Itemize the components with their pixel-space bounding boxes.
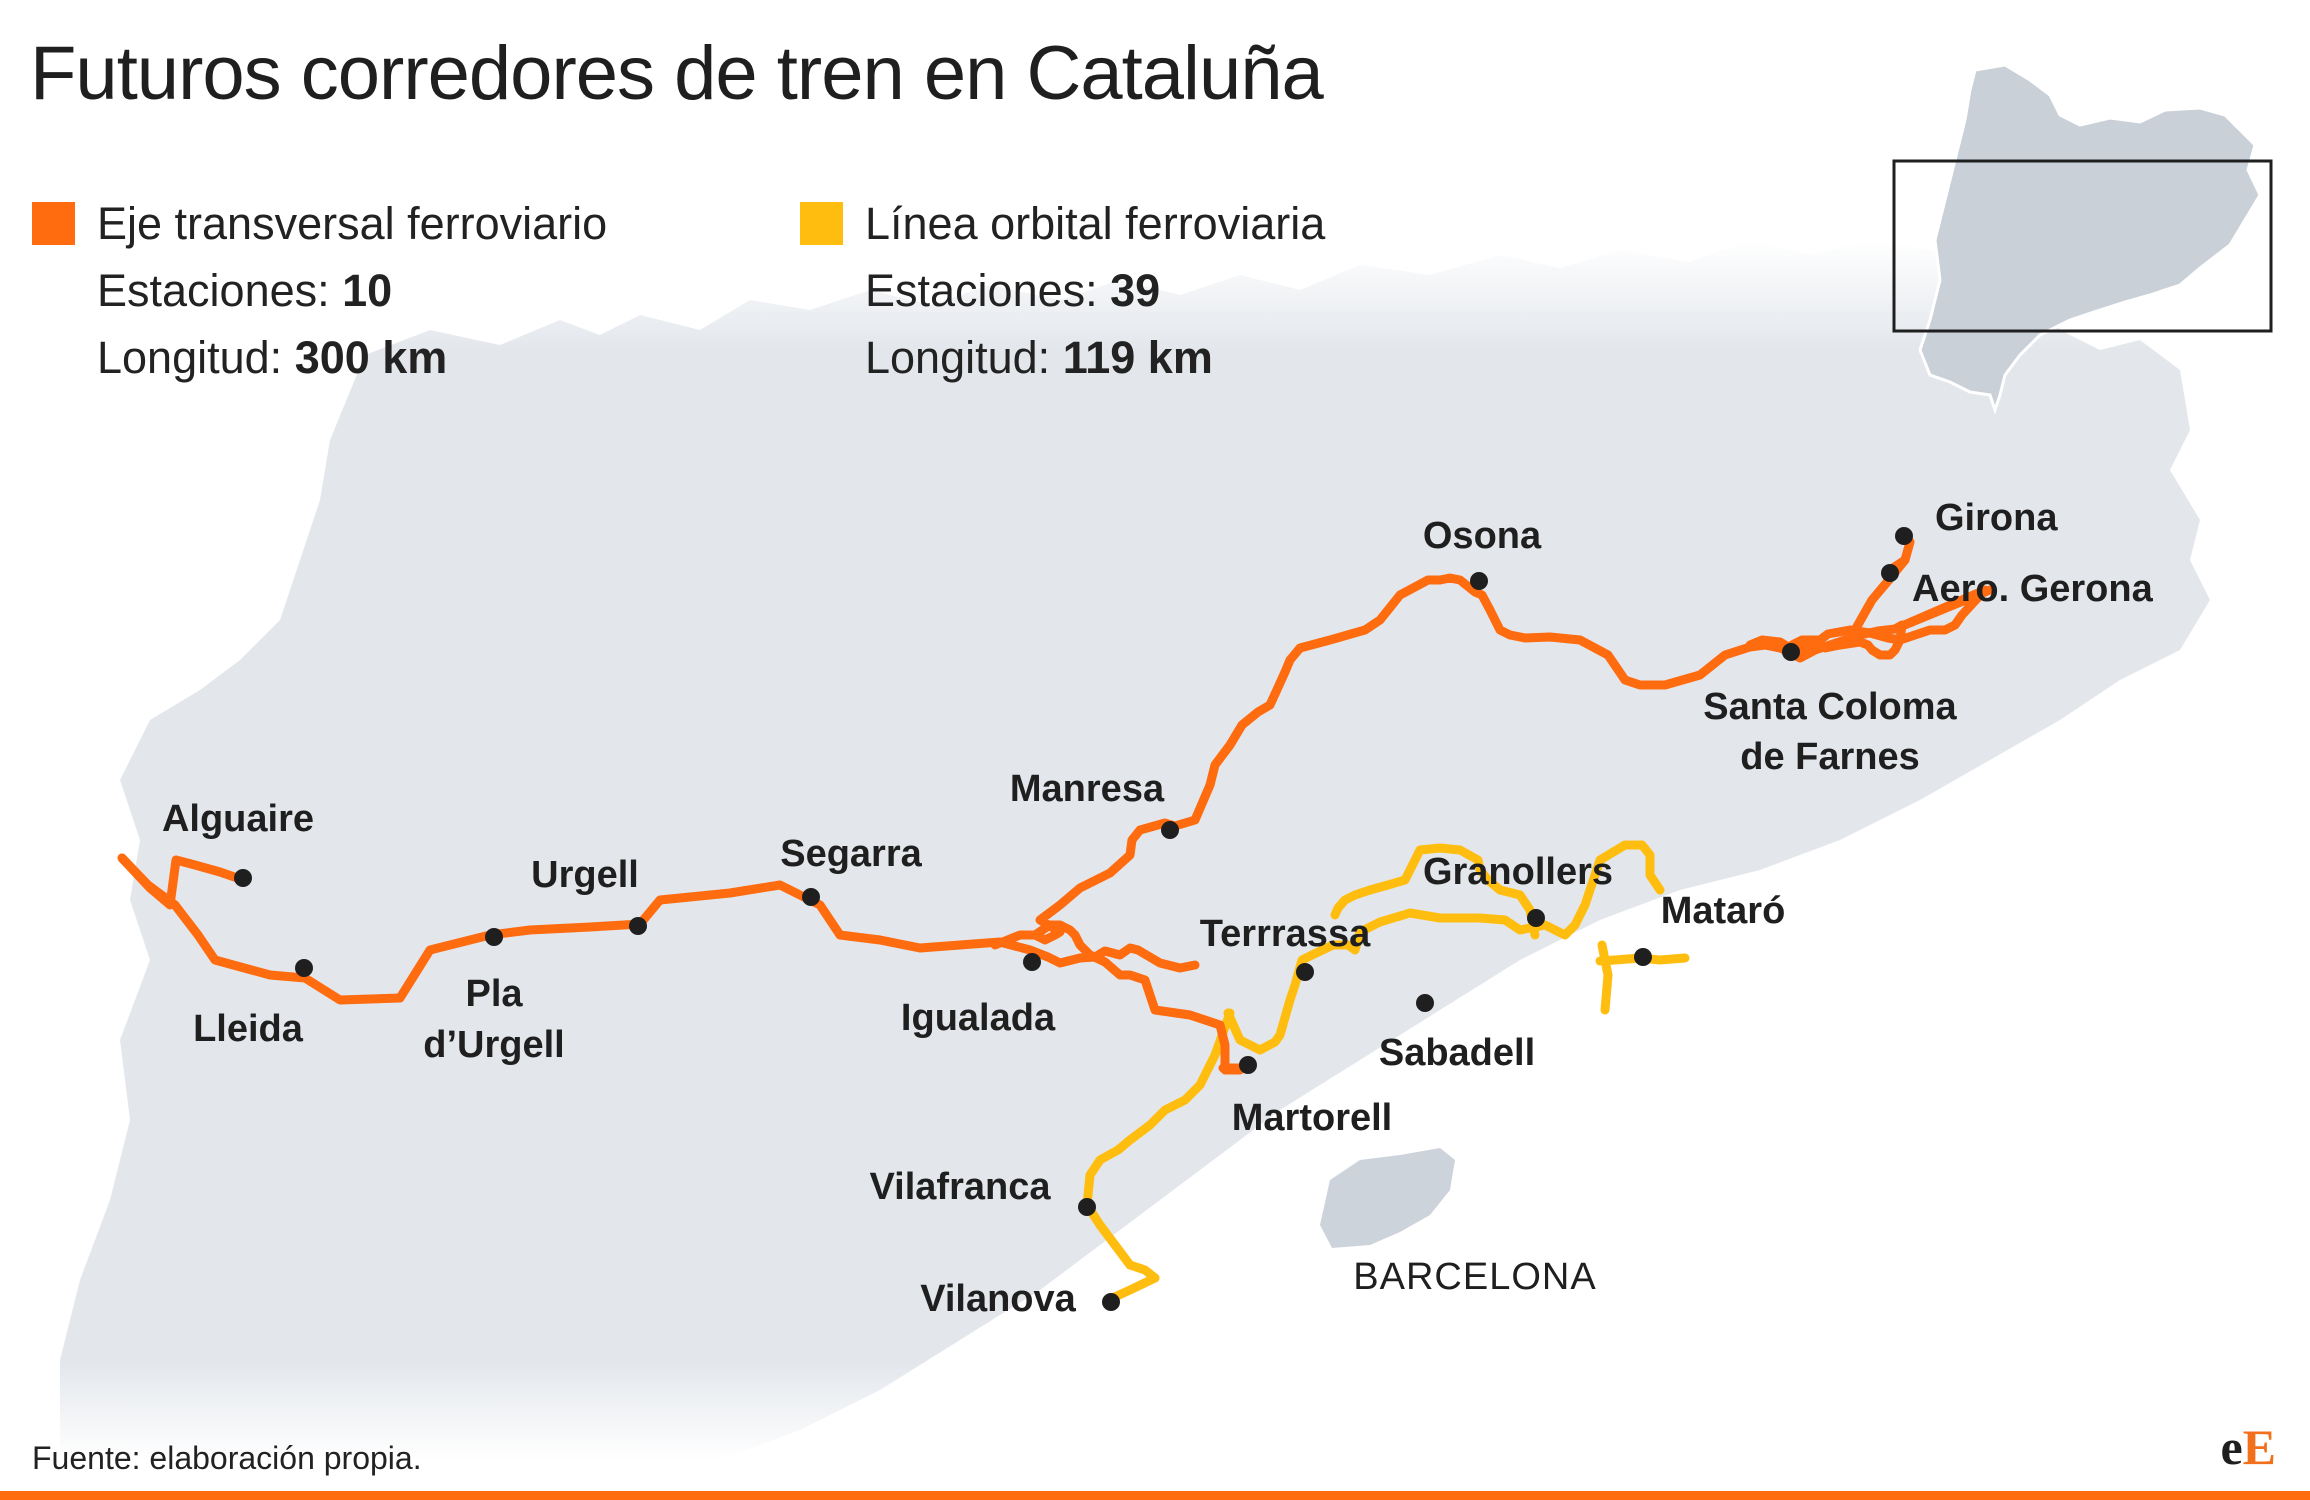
legend-swatch-orbital xyxy=(800,202,843,245)
station-dot-osona xyxy=(1470,572,1488,590)
station-dot-vilafranca xyxy=(1078,1198,1096,1216)
station-dot-terrrassa xyxy=(1296,963,1314,981)
locator-frame xyxy=(1892,159,2273,333)
station-dot-pla-durgell xyxy=(485,928,503,946)
label-vilanova: Vilanova xyxy=(920,1278,1076,1320)
label-santa-coloma-1: Santa Coloma xyxy=(1703,686,1957,728)
station-dots xyxy=(234,527,1913,1311)
bottom-accent-bar xyxy=(0,1491,2310,1500)
legend-eje: Eje transversal ferroviario Estaciones: … xyxy=(32,190,607,391)
label-osona: Osona xyxy=(1423,515,1542,557)
legend-eje-name: Eje transversal ferroviario xyxy=(97,198,608,249)
barcelona-area xyxy=(1320,1148,1455,1248)
legend-orbital-length-label: Longitud: xyxy=(865,332,1051,383)
station-dot-lleida xyxy=(295,959,313,977)
station-dot-sabadell xyxy=(1416,994,1434,1012)
label-urgell: Urgell xyxy=(531,854,639,896)
label-pla-1: Pla xyxy=(465,973,523,1015)
label-lleida: Lleida xyxy=(193,1008,304,1050)
legend-orbital: Línea orbital ferroviaria Estaciones: 39… xyxy=(800,190,1325,391)
label-terrrassa: Terrrassa xyxy=(1200,913,1371,955)
legend-eje-stations-label: Estaciones: xyxy=(97,265,330,316)
legend-swatch-eje xyxy=(32,202,75,245)
label-manresa: Manresa xyxy=(1010,768,1165,810)
label-santa-coloma-2: de Farnes xyxy=(1740,736,1920,778)
station-dot-girona xyxy=(1895,527,1913,545)
legend-orbital-length-value: 119 km xyxy=(1062,332,1213,383)
locator-catalonia-shape xyxy=(1918,63,2262,415)
label-barcelona: BARCELONA xyxy=(1353,1256,1596,1298)
logo-part-1: e xyxy=(2220,1419,2243,1475)
station-dot-martorell xyxy=(1239,1056,1257,1074)
label-granollers: Granollers xyxy=(1423,851,1613,893)
label-mataro: Mataró xyxy=(1661,890,1786,932)
station-dot-mataro xyxy=(1634,948,1652,966)
legend-orbital-stations-label: Estaciones: xyxy=(865,265,1098,316)
label-igualada: Igualada xyxy=(901,997,1056,1039)
legend-orbital-name: Línea orbital ferroviaria xyxy=(865,198,1326,249)
legend-orbital-stations-value: 39 xyxy=(1110,265,1161,316)
station-dot-aero-gerona xyxy=(1881,564,1899,582)
label-aero-gerona: Aero. Gerona xyxy=(1912,568,2154,610)
label-sabadell: Sabadell xyxy=(1379,1032,1535,1074)
logo-part-2: E xyxy=(2242,1419,2276,1475)
station-dot-igualada xyxy=(1023,953,1041,971)
station-dot-vilanova xyxy=(1102,1293,1120,1311)
label-pla-2: d’Urgell xyxy=(423,1024,564,1066)
legend-eje-length-value: 300 km xyxy=(294,332,448,383)
station-dot-urgell xyxy=(629,917,647,935)
station-dot-manresa xyxy=(1161,821,1179,839)
legend-eje-stations-value: 10 xyxy=(342,265,393,316)
source-note: Fuente: elaboración propia. xyxy=(32,1440,422,1476)
linea-orbital-route xyxy=(1082,840,1690,1305)
label-segarra: Segarra xyxy=(780,833,922,875)
station-dot-granollers xyxy=(1527,909,1545,927)
locator-inset xyxy=(1892,63,2273,415)
station-dot-segarra xyxy=(802,888,820,906)
legend-eje-length-label: Longitud: xyxy=(97,332,283,383)
label-martorell: Martorell xyxy=(1232,1097,1392,1139)
station-dot-alguaire xyxy=(234,869,252,887)
eje-transversal-route xyxy=(117,537,1995,1075)
publisher-logo: eE xyxy=(2220,1418,2276,1476)
label-vilafranca: Vilafranca xyxy=(870,1166,1052,1208)
label-girona: Girona xyxy=(1935,497,2058,539)
page-title: Futuros corredores de tren en Cataluña xyxy=(30,31,1324,116)
label-alguaire: Alguaire xyxy=(162,798,314,840)
station-dot-santa-coloma xyxy=(1782,643,1800,661)
